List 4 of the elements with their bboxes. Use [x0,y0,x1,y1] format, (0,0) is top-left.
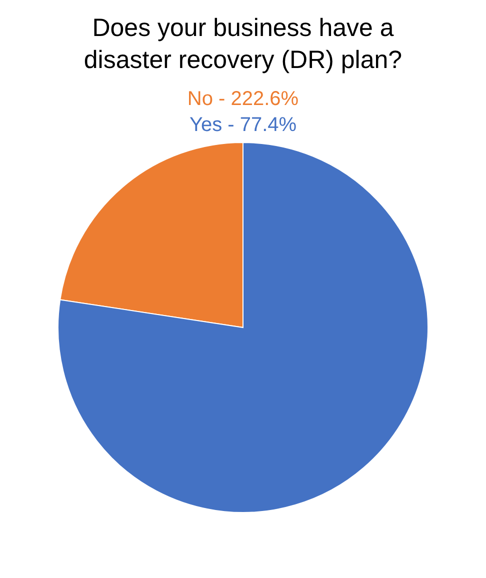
slice-label: No - 222.6% [187,87,299,112]
chart-title: Does your business have a disaster recovery (DR) plan? [82,13,404,76]
pie-slice [58,142,428,513]
slice-label: Yes - 77.4% [189,113,297,138]
